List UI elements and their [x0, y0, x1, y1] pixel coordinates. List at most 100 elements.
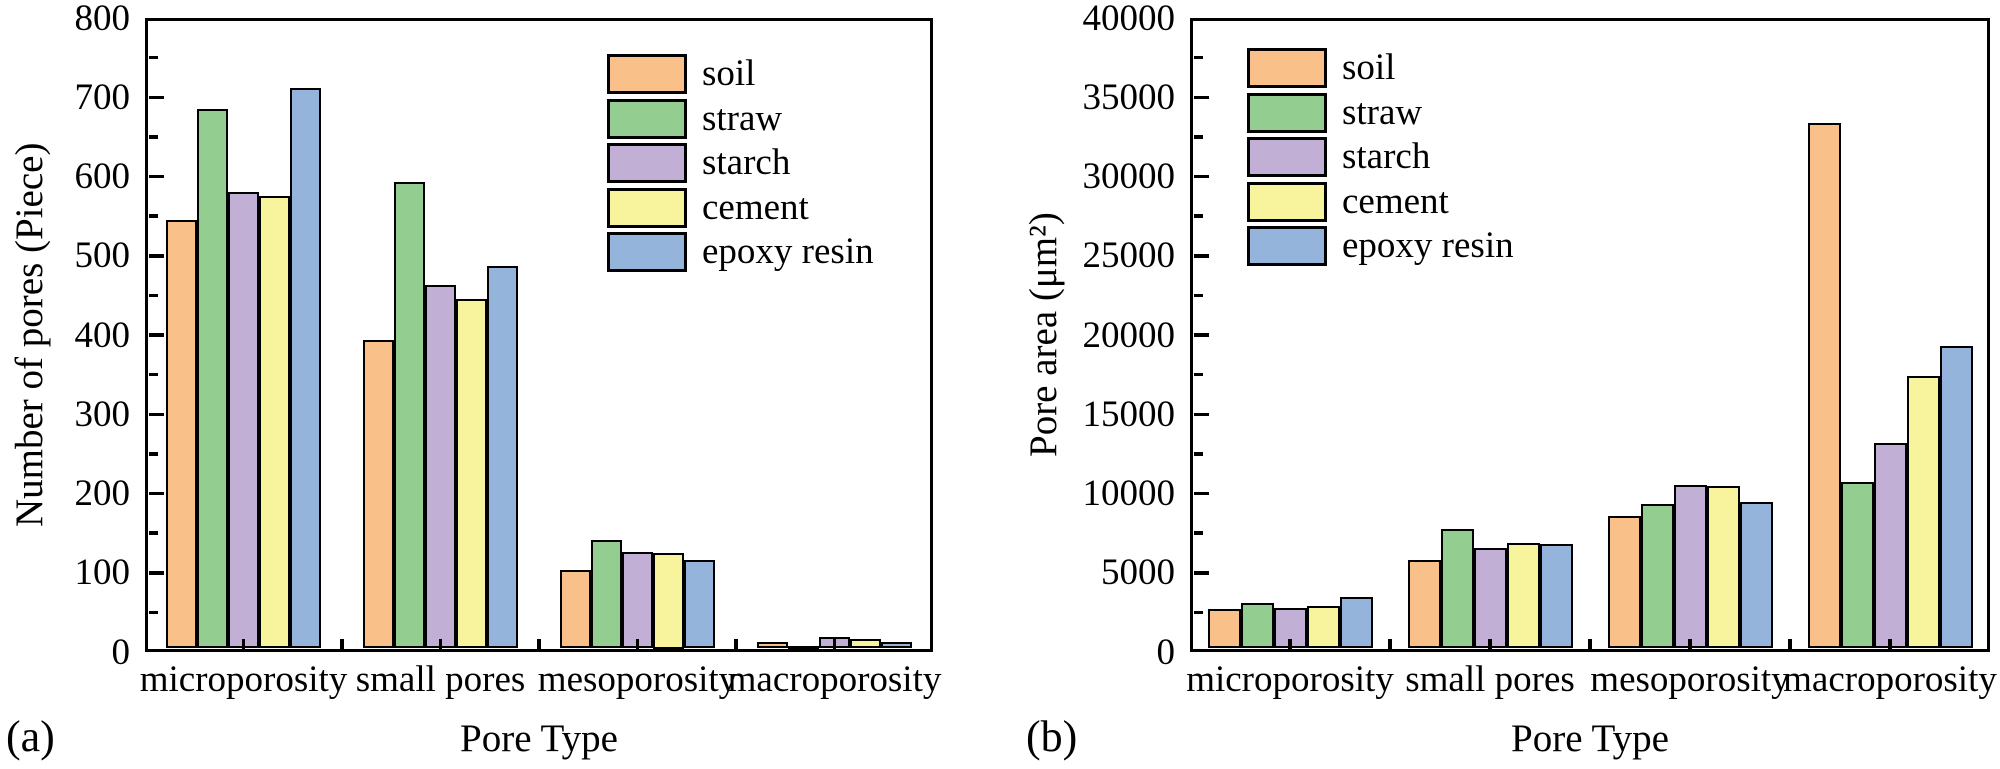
- x-boundary-tick-b: [1788, 638, 1792, 649]
- legend-item-soil: soil: [607, 53, 927, 94]
- legend-item-soil: soil: [1247, 47, 1567, 88]
- category-label-small-pores: small pores: [1405, 659, 1575, 700]
- legend-label-soil: soil: [1342, 47, 1396, 88]
- x-boundary-tick-a: [340, 638, 344, 649]
- y-minor-tick-b: [1193, 293, 1203, 298]
- y-minor-tick-b: [1193, 214, 1203, 218]
- y-minor-tick-a: [148, 135, 158, 139]
- x-center-tick-b: [1288, 638, 1292, 649]
- y-minor-tick-a: [148, 293, 158, 298]
- bar-epoxy-resin-small-pores: [1539, 544, 1573, 649]
- x-axis-title-a: Pore Type: [460, 717, 618, 760]
- legend-label-epoxy-resin: epoxy resin: [1342, 225, 1514, 266]
- x-center-tick-b: [1688, 638, 1692, 649]
- y-major-tick-a: [148, 95, 164, 99]
- y-minor-tick-a: [148, 452, 158, 456]
- y-minor-tick-a: [148, 531, 158, 535]
- y-tick-label-a: 600: [74, 156, 131, 197]
- bar-starch-small-pores: [1473, 548, 1507, 649]
- category-label-small-pores: small pores: [355, 659, 526, 700]
- y-minor-tick-a: [148, 610, 158, 615]
- bar-straw-mesoporosity: [1640, 503, 1674, 649]
- x-center-tick-a: [438, 638, 443, 649]
- category-label-microporosity: microporosity: [139, 659, 348, 700]
- bar-straw-macroporosity: [788, 645, 819, 650]
- legend-item-straw: straw: [607, 98, 927, 139]
- y-tick-label-b: 10000: [1082, 473, 1176, 514]
- category-label-macroporosity: macroporosity: [727, 659, 942, 700]
- bar-straw-small-pores: [1440, 529, 1474, 649]
- bar-starch-microporosity: [228, 192, 259, 649]
- legend-swatch-soil: [607, 54, 687, 94]
- y-major-tick-b: [1193, 333, 1209, 337]
- y-major-tick-b: [1193, 95, 1209, 99]
- y-major-tick-a: [148, 333, 164, 337]
- y-tick-label-a: 200: [74, 473, 131, 514]
- bar-starch-macroporosity: [1873, 442, 1907, 649]
- y-minor-tick-b: [1193, 55, 1203, 60]
- legend-item-cement: cement: [607, 187, 927, 228]
- y-minor-tick-a: [148, 372, 158, 377]
- bar-soil-macroporosity: [757, 641, 788, 649]
- bar-cement-macroporosity: [1906, 376, 1940, 649]
- y-major-tick-b: [1193, 412, 1209, 416]
- panel-label-b: (b): [1026, 712, 1078, 761]
- x-center-tick-a: [635, 638, 640, 649]
- y-minor-tick-a: [148, 55, 158, 60]
- bar-cement-small-pores: [1506, 542, 1540, 649]
- bar-epoxy-resin-macroporosity: [1939, 346, 1973, 649]
- legend-label-starch: starch: [1342, 136, 1431, 177]
- legend-label-starch: starch: [702, 142, 791, 183]
- bar-cement-microporosity: [1306, 606, 1340, 649]
- legend-label-cement: cement: [1342, 180, 1449, 222]
- category-label-mesoporosity: mesoporosity: [537, 659, 738, 700]
- y-major-tick-a: [148, 174, 164, 179]
- legend-swatch-straw: [607, 98, 687, 139]
- legend-swatch-starch: [1247, 137, 1327, 177]
- y-tick-label-b: 25000: [1082, 235, 1176, 277]
- bar-soil-microporosity: [1207, 609, 1241, 649]
- legend-item-starch: starch: [1247, 136, 1567, 177]
- bar-straw-mesoporosity: [591, 540, 622, 649]
- y-tick-label-b: 30000: [1082, 156, 1176, 197]
- legend-item-epoxy-resin: epoxy resin: [1247, 225, 1567, 266]
- y-tick-label-b: 0: [1156, 631, 1176, 673]
- category-label-mesoporosity: mesoporosity: [1590, 659, 1790, 700]
- bar-epoxy-resin-microporosity: [1339, 597, 1373, 649]
- bar-epoxy-resin-macroporosity: [881, 641, 912, 649]
- y-tick-label-a: 100: [74, 552, 131, 594]
- y-tick-label-a: 700: [74, 76, 131, 118]
- x-boundary-tick-b: [1588, 638, 1592, 649]
- legend-item-cement: cement: [1247, 180, 1567, 222]
- bar-epoxy-resin-mesoporosity: [684, 560, 715, 649]
- category-label-microporosity: microporosity: [1186, 659, 1394, 700]
- y-minor-tick-a: [148, 214, 158, 218]
- y-minor-tick-b: [1193, 372, 1203, 377]
- bar-soil-mesoporosity: [560, 569, 591, 649]
- legend-swatch-cement: [1247, 181, 1327, 222]
- bar-straw-macroporosity: [1840, 482, 1874, 649]
- y-tick-label-b: 20000: [1082, 314, 1176, 356]
- y-tick-label-b: 5000: [1101, 552, 1175, 594]
- legend-swatch-straw: [1247, 92, 1327, 133]
- legend-item-epoxy-resin: epoxy resin: [607, 231, 927, 272]
- y-major-tick-b: [1193, 571, 1209, 575]
- panel-label-a: (a): [6, 712, 55, 761]
- legend-item-straw: straw: [1247, 92, 1567, 133]
- y-tick-label-a: 500: [74, 235, 131, 277]
- bar-soil-macroporosity: [1807, 122, 1841, 649]
- x-boundary-tick-a: [537, 638, 541, 649]
- bar-cement-mesoporosity: [653, 552, 684, 649]
- bar-soil-small-pores: [363, 339, 394, 649]
- y-minor-tick-b: [1193, 610, 1203, 615]
- legend-swatch-soil: [1247, 48, 1327, 88]
- y-tick-label-b: 15000: [1082, 393, 1176, 435]
- legend-label-epoxy-resin: epoxy resin: [702, 231, 874, 272]
- bar-epoxy-resin-small-pores: [487, 266, 518, 649]
- x-center-tick-a: [241, 638, 246, 649]
- legend-item-starch: starch: [607, 142, 927, 183]
- x-center-tick-b: [1888, 638, 1892, 649]
- y-tick-label-b: 35000: [1082, 76, 1176, 118]
- bar-cement-macroporosity: [850, 638, 881, 649]
- bar-straw-microporosity: [197, 109, 228, 649]
